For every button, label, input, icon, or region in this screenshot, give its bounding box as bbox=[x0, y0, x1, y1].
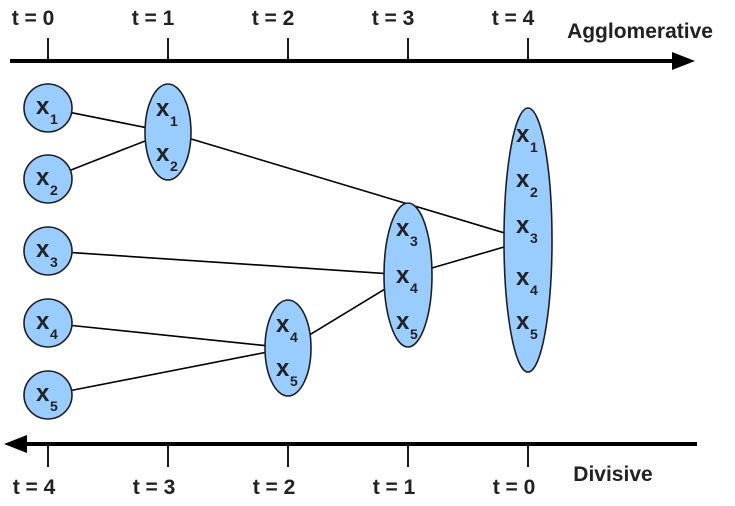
top-axis: t = 0 t = 1 t = 2 t = 3 t = 4 Agglomerative bbox=[10, 7, 713, 70]
member-subscript: 1 bbox=[50, 111, 58, 127]
member-subscript: 2 bbox=[170, 158, 178, 174]
member-subscript: 2 bbox=[530, 184, 538, 200]
top-tick-label: t = 1 bbox=[132, 7, 175, 30]
member-subscript: 1 bbox=[170, 113, 178, 129]
member-variable: x bbox=[156, 95, 170, 122]
point-node bbox=[23, 370, 73, 420]
cluster-c45: x 4x 5 bbox=[264, 299, 312, 397]
point-node bbox=[23, 154, 73, 204]
cluster-edges bbox=[70, 111, 505, 392]
member-subscript: 5 bbox=[530, 326, 538, 342]
bottom-tick-label: t = 4 bbox=[13, 476, 56, 499]
top-axis-title: Agglomerative bbox=[567, 20, 713, 43]
member-variable: x bbox=[276, 311, 290, 338]
bottom-axis: t = 4 t = 3 t = 2 t = 1 t = 0 Divisive bbox=[4, 435, 697, 499]
member-variable: x bbox=[156, 140, 170, 167]
cluster-c12345: x 1x 2x 3x 4x 5 bbox=[503, 107, 553, 373]
cluster-ellipse bbox=[503, 107, 553, 373]
cluster-nodes: x 1x 2x 3x 4x 5x 1x 2x 4x 5x 3x 4x 5x 1x 2x 3x 4x 5 bbox=[23, 83, 553, 420]
merge-edge bbox=[309, 288, 385, 336]
top-axis-ticks: t = 0 t = 1 t = 2 t = 3 t = 4 bbox=[12, 7, 535, 60]
member-variable: x bbox=[36, 164, 50, 191]
merge-edge bbox=[431, 246, 505, 269]
member-subscript: 4 bbox=[410, 280, 418, 296]
member-subscript: 4 bbox=[50, 326, 58, 342]
bottom-axis-title: Divisive bbox=[573, 463, 652, 486]
member-variable: x bbox=[36, 308, 50, 335]
point-node bbox=[23, 298, 73, 348]
member-variable: x bbox=[516, 308, 530, 335]
member-subscript: 3 bbox=[50, 254, 58, 270]
bottom-tick-label: t = 2 bbox=[253, 476, 296, 499]
member-subscript: 3 bbox=[410, 233, 418, 249]
merge-edge bbox=[190, 138, 505, 234]
merge-edge bbox=[70, 140, 146, 171]
member-variable: x bbox=[516, 212, 530, 239]
merge-edge bbox=[71, 351, 266, 392]
member-subscript: 5 bbox=[290, 373, 298, 389]
member-subscript: 3 bbox=[530, 230, 538, 246]
bottom-axis-ticks: t = 4 t = 3 t = 2 t = 1 t = 0 bbox=[13, 445, 536, 499]
merge-edge bbox=[71, 324, 266, 347]
member-subscript: 5 bbox=[50, 398, 58, 414]
member-variable: x bbox=[36, 236, 50, 263]
cluster-ellipse bbox=[144, 83, 192, 181]
point-node bbox=[23, 83, 73, 133]
bottom-axis-arrowhead bbox=[4, 435, 27, 453]
member-subscript: 4 bbox=[290, 329, 298, 345]
cluster-c345: x 3x 4x 5 bbox=[383, 202, 433, 348]
top-tick-label: t = 4 bbox=[492, 7, 535, 30]
bottom-tick-label: t = 1 bbox=[373, 476, 416, 499]
member-variable: x bbox=[396, 215, 410, 242]
top-tick-label: t = 2 bbox=[252, 7, 295, 30]
cluster-ellipse bbox=[383, 202, 433, 348]
top-tick-label: t = 0 bbox=[12, 7, 55, 30]
member-variable: x bbox=[516, 264, 530, 291]
member-subscript: 4 bbox=[530, 282, 538, 298]
member-variable: x bbox=[516, 121, 530, 148]
member-variable: x bbox=[516, 166, 530, 193]
member-variable: x bbox=[396, 308, 410, 335]
member-subscript: 1 bbox=[530, 139, 538, 155]
point-node bbox=[23, 226, 73, 276]
member-variable: x bbox=[396, 262, 410, 289]
top-tick-label: t = 3 bbox=[372, 7, 415, 30]
bottom-tick-label: t = 0 bbox=[493, 476, 536, 499]
member-subscript: 5 bbox=[410, 326, 418, 342]
merge-edge bbox=[71, 111, 146, 129]
merge-edge bbox=[71, 251, 385, 275]
bottom-tick-label: t = 3 bbox=[133, 476, 176, 499]
cluster-ellipse bbox=[264, 299, 312, 397]
member-variable: x bbox=[276, 355, 290, 382]
member-variable: x bbox=[36, 93, 50, 120]
cluster-c12: x 1x 2 bbox=[144, 83, 192, 181]
member-subscript: 2 bbox=[50, 182, 58, 198]
top-axis-arrowhead bbox=[672, 52, 695, 70]
member-variable: x bbox=[36, 380, 50, 407]
